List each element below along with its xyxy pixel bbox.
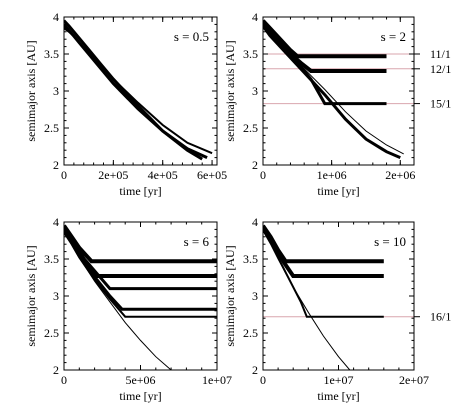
data-layer — [64, 224, 217, 370]
y-tick-label: 3 — [53, 84, 59, 98]
y-tick-label: 2.5 — [44, 326, 59, 340]
panel-label: s = 0.5 — [174, 29, 209, 44]
x-tick-label: 2e+05 — [98, 168, 128, 182]
y-tick-label: 3 — [252, 84, 258, 98]
x-axis-label: time [yr] — [317, 184, 359, 198]
x-tick-label: 1e+06 — [317, 168, 347, 182]
y-tick-label: 3 — [252, 289, 258, 303]
y-tick-label: 3.5 — [243, 47, 258, 61]
panel-label: s = 6 — [184, 234, 210, 249]
y-tick-label: 4 — [53, 10, 59, 24]
y-tick-label: 2.5 — [243, 121, 258, 135]
y-tick-label: 2 — [53, 158, 59, 172]
panel-4: 16/1 2 2.5 3 3.5 4 0 1e+07 2e+07 time [yr] semimaj… — [223, 215, 451, 403]
x-axis-label: time [yr] — [119, 389, 161, 403]
series-line — [64, 27, 213, 155]
y-tick-label: 2 — [252, 363, 258, 377]
x-tick-label: 1e+07 — [202, 373, 232, 387]
x-tick-label: 4e+05 — [148, 168, 178, 182]
y-axis-label: semimajor axis [AU] — [223, 40, 237, 141]
panel-2: 11/112/1 15/1 2 2.5 3 3.5 4 0 1e+06 2e+06 time [yr… — [223, 10, 451, 198]
series-line — [263, 19, 387, 59]
series-line — [263, 228, 384, 318]
data-layer — [263, 19, 404, 159]
y-tick-label: 2.5 — [243, 326, 258, 340]
x-tick-label: 2e+07 — [399, 373, 429, 387]
resonance-label: 16/1 — [430, 310, 451, 324]
panel-label: s = 2 — [381, 29, 406, 44]
y-tick-label: 2 — [252, 158, 258, 172]
y-tick-label: 3.5 — [44, 47, 59, 61]
resonance-label: 15/1 — [430, 97, 451, 111]
y-axis-label: semimajor axis [AU] — [24, 245, 38, 346]
x-tick-label: 0 — [61, 373, 67, 387]
y-tick-label: 4 — [53, 215, 59, 229]
data-layer — [263, 224, 384, 370]
series-line — [263, 230, 351, 370]
x-tick-label: 1e+07 — [323, 373, 353, 387]
x-tick-label: 0 — [260, 168, 266, 182]
series-line — [263, 23, 387, 106]
y-tick-label: 3 — [53, 289, 59, 303]
x-tick-label: 5e+06 — [125, 373, 155, 387]
y-tick-label: 4 — [252, 215, 258, 229]
x-axis-label: time [yr] — [119, 184, 161, 198]
y-tick-label: 3.5 — [44, 252, 59, 266]
series-line — [263, 226, 384, 278]
resonance-label: 12/1 — [430, 62, 451, 76]
y-axis-label: semimajor axis [AU] — [223, 245, 237, 346]
data-layer — [64, 19, 213, 161]
panel-label: s = 10 — [374, 234, 406, 249]
series-line — [64, 232, 172, 370]
y-tick-label: 4 — [252, 10, 258, 24]
panel-1: 2 2.5 3 3.5 4 0 2e+05 4e+05 6e+05 time [yr] semima… — [24, 10, 227, 198]
panel-3: 2 2.5 3 3.5 4 0 5e+06 1e+07 time [yr] semimajor a… — [24, 215, 232, 403]
x-tick-label: 0 — [260, 373, 266, 387]
x-tick-label: 6e+05 — [197, 168, 227, 182]
series-line — [263, 27, 404, 155]
y-tick-label: 2 — [53, 363, 59, 377]
y-tick-label: 3.5 — [243, 252, 258, 266]
y-axis-label: semimajor axis [AU] — [24, 40, 38, 141]
x-axis-label: time [yr] — [317, 389, 359, 403]
resonance-label: 11/1 — [430, 47, 451, 61]
x-tick-label: 2e+06 — [385, 168, 415, 182]
y-tick-label: 2.5 — [44, 121, 59, 135]
x-tick-label: 0 — [61, 168, 67, 182]
